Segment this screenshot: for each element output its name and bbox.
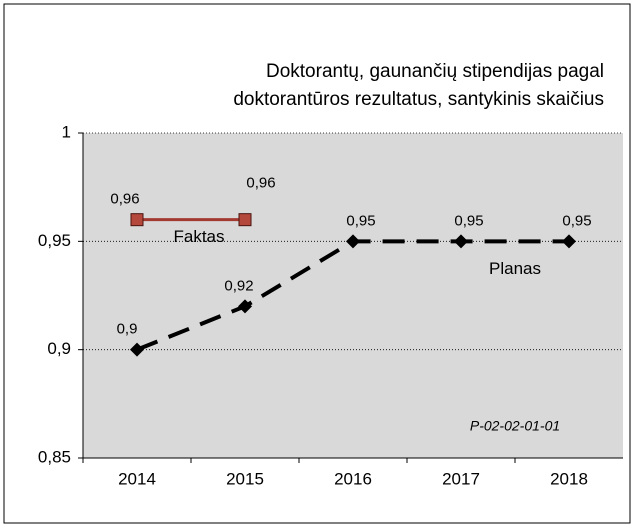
data-label: 0,96 xyxy=(246,175,275,192)
data-label: 0,92 xyxy=(224,277,253,294)
point xyxy=(562,234,576,249)
data-label: 0,9 xyxy=(117,321,138,338)
point xyxy=(130,213,144,227)
data-label: 0,95 xyxy=(562,212,591,229)
x-tick-label: 2016 xyxy=(334,469,372,488)
point xyxy=(346,234,360,249)
y-tick-label: 1 xyxy=(62,122,71,141)
point xyxy=(130,342,144,357)
x-tick-label: 2018 xyxy=(550,469,588,488)
data-label: 0,95 xyxy=(346,212,375,229)
x-tick-label: 2014 xyxy=(118,469,156,488)
data-label: 0,95 xyxy=(454,212,483,229)
annotation: P-02-02-01-01 xyxy=(470,418,560,434)
point xyxy=(238,213,252,227)
plot-area xyxy=(83,133,623,458)
y-tick-label: 0,95 xyxy=(38,231,71,250)
point xyxy=(238,299,252,314)
chart-title: doktorantūros rezultatus, santykinis ska… xyxy=(233,89,604,110)
data-label: 0,96 xyxy=(110,191,139,208)
series-label: Faktas xyxy=(173,227,224,246)
x-tick-label: 2015 xyxy=(226,469,264,488)
y-tick-label: 0,9 xyxy=(47,339,71,358)
point xyxy=(454,234,468,249)
x-tick-label: 2017 xyxy=(442,469,480,488)
chart-title: Doktorantų, gaunančių stipendijas pagal xyxy=(266,61,604,82)
y-tick-label: 0,85 xyxy=(38,447,71,466)
series-label: Planas xyxy=(489,259,541,278)
